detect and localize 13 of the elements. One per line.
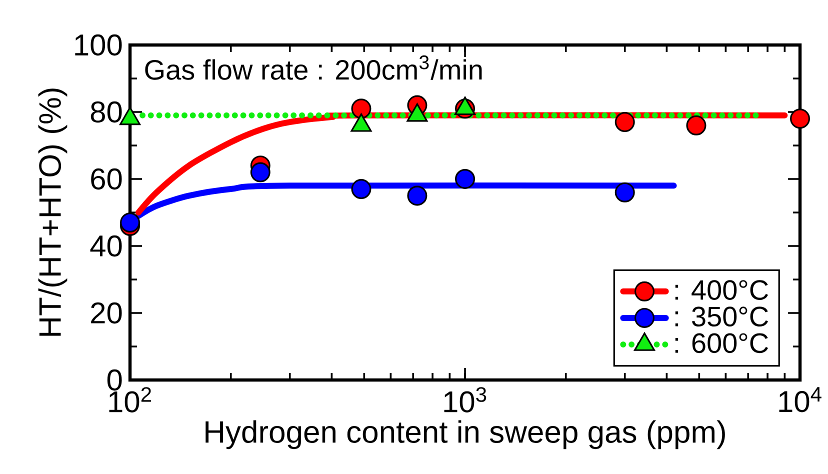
x-axis-title: Hydrogen content in sweep gas (ppm) <box>206 420 725 450</box>
y-tick-label: 80 <box>90 101 122 123</box>
legend-label: : 350°C <box>675 306 768 327</box>
y-tick-label: 40 <box>90 235 122 257</box>
legend-label: : 400°C <box>675 280 768 300</box>
y-tick-label: 100 <box>75 34 122 56</box>
x-tick-label: 10$^{3}$ <box>444 387 486 412</box>
annotation: Gas flow rate : 200cm$^{3}$/min <box>145 55 482 80</box>
y-tick-label: 60 <box>91 168 122 190</box>
y-tick-label: 20 <box>91 302 122 324</box>
legend-label: : 600°C <box>675 333 768 354</box>
x-tick-label: 10$^{4}$ <box>779 387 822 412</box>
y-axis-title: HT/(HT+HTO) (%) <box>38 88 68 336</box>
